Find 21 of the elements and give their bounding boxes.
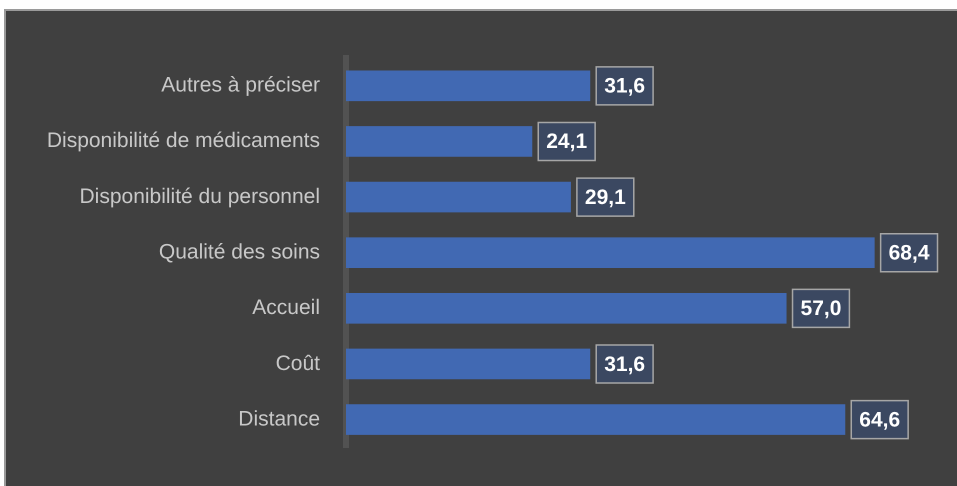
bar [346,182,571,212]
y-tick-label: Accueil [252,296,320,320]
data-label: 68,4 [888,241,930,264]
y-tick-label: Disponibilité de médicaments [46,129,320,152]
data-label: 57,0 [800,297,842,320]
data-label: 64,6 [859,408,900,432]
data-label: 31,6 [604,352,646,376]
y-tick-label: Distance [238,407,320,430]
bar [346,70,590,102]
bar [346,348,590,380]
bar [346,293,787,324]
data-label: 31,6 [604,74,646,98]
y-tick-label: Autres à préciser [161,74,320,97]
data-label: 24,1 [546,130,588,154]
y-tick-label: Disponibilité du personnel [80,184,320,208]
bar [346,404,846,435]
y-tick-label: Coût [276,352,320,375]
data-label: 29,1 [584,186,626,209]
bar [346,126,532,157]
bar [346,237,875,268]
y-tick-label: Qualité des soins [158,240,320,264]
